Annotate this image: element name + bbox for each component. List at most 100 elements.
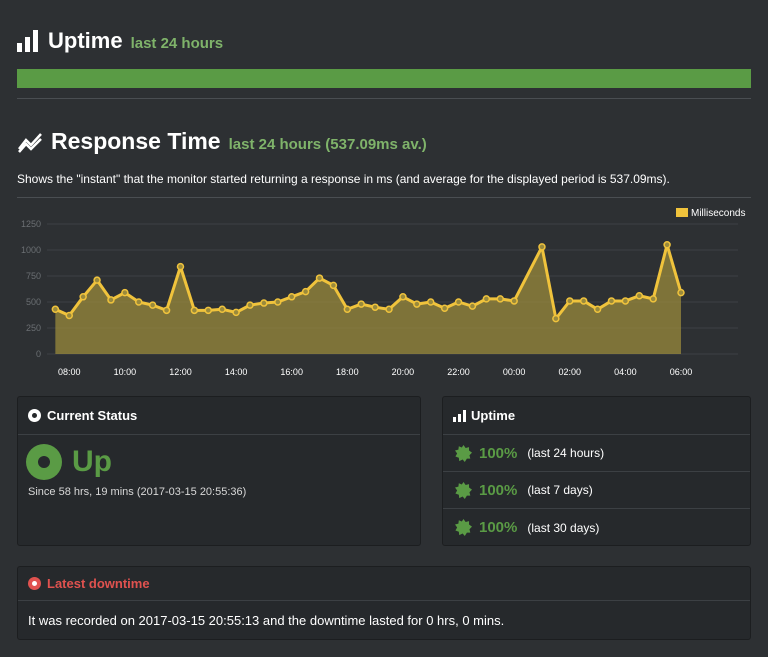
uptime-item: 100% (last 7 days) <box>443 472 750 509</box>
response-time-title: Response Time <box>51 128 221 154</box>
response-time-description: Shows the "instant" that the monitor sta… <box>17 172 670 186</box>
uptime-panel-header: Uptime <box>443 397 750 435</box>
latest-downtime-text: It was recorded on 2017-03-15 20:55:13 a… <box>28 613 505 628</box>
data-point <box>677 288 685 297</box>
data-point <box>552 314 560 323</box>
alert-dot-icon <box>28 577 41 590</box>
status-dot-icon <box>28 409 41 422</box>
x-tick-label: 14:00 <box>225 367 248 377</box>
verified-badge-icon <box>455 444 472 462</box>
data-point <box>246 301 254 309</box>
data-point <box>148 301 157 309</box>
x-tick-label: 20:00 <box>392 367 415 377</box>
uptime-percent: 100% <box>479 519 518 536</box>
data-point <box>204 306 213 315</box>
x-tick-label: 04:00 <box>614 367 637 377</box>
data-point <box>399 293 407 301</box>
data-point <box>260 299 268 307</box>
data-point <box>357 300 365 308</box>
data-point <box>135 298 143 306</box>
response-time-subtitle: last 24 hours (537.09ms av.) <box>228 136 427 153</box>
data-point <box>440 304 449 312</box>
data-point <box>301 287 310 296</box>
data-point <box>482 295 491 303</box>
response-time-chart: 0 250 500 750 1000 1250 08:00 10:00 12:00 14:00 1… <box>21 208 745 377</box>
y-tick-label: 1000 <box>21 245 41 255</box>
data-point <box>468 302 477 310</box>
uptime-header: Uptime last 24 hours <box>17 28 223 54</box>
data-point <box>496 295 505 303</box>
data-point <box>593 305 602 314</box>
data-point <box>607 297 616 305</box>
latest-downtime-panel: Latest downtime It was recorded on 2017-… <box>17 566 751 640</box>
status-since: Since 58 hrs, 19 mins (2017-03-15 20:55:… <box>28 486 247 498</box>
uptime-percent: 100% <box>479 444 518 462</box>
data-point <box>385 305 393 314</box>
uptime-title: Uptime <box>48 28 123 53</box>
y-tick-label: 1250 <box>21 219 41 229</box>
data-point <box>329 281 338 290</box>
uptime-percent: 100% <box>479 481 518 499</box>
data-point <box>121 288 129 297</box>
divider <box>17 197 751 198</box>
uptime-period: (last 30 days) <box>527 520 600 535</box>
latest-downtime-title: Latest downtime <box>47 576 150 591</box>
data-point <box>190 306 199 315</box>
uptime-bar <box>17 69 751 88</box>
y-tick-label: 250 <box>26 323 41 333</box>
data-point <box>162 306 171 315</box>
y-tick-label: 500 <box>26 297 41 307</box>
data-point <box>343 305 352 314</box>
data-point <box>218 305 226 314</box>
data-point <box>579 297 588 305</box>
data-point <box>371 303 379 311</box>
x-tick-label: 10:00 <box>114 367 137 377</box>
uptime-item: 100% (last 24 hours) <box>443 435 750 472</box>
response-time-header: Response Time last 24 hours (537.09ms av… <box>17 128 427 155</box>
verified-badge-icon <box>455 481 472 499</box>
current-status-title: Current Status <box>47 408 138 423</box>
data-point <box>65 311 73 320</box>
x-tick-label: 12:00 <box>169 367 192 377</box>
bar-chart-icon <box>17 30 38 52</box>
data-point <box>274 298 282 306</box>
data-point <box>51 305 60 314</box>
status-state: Up <box>72 445 112 478</box>
line-chart-icon <box>18 132 42 153</box>
verified-badge-icon <box>455 519 472 536</box>
data-point <box>649 295 657 303</box>
x-tick-label: 16:00 <box>280 367 303 377</box>
current-status-panel: Current Status Up Since 58 hrs, 19 mins … <box>17 396 421 546</box>
data-point <box>510 297 518 305</box>
uptime-period: (last 7 days) <box>527 483 593 497</box>
data-point <box>413 300 421 308</box>
uptime-period: (last 24 hours) <box>527 446 605 460</box>
chart-area <box>55 244 681 354</box>
data-point <box>663 241 671 249</box>
uptime-subtitle: last 24 hours <box>130 35 224 52</box>
data-point <box>426 298 435 306</box>
up-dot-icon <box>26 444 62 480</box>
status-indicator: Up <box>26 444 112 480</box>
uptime-panel-title: Uptime <box>471 408 516 423</box>
x-tick-label: 08:00 <box>58 367 81 377</box>
data-point <box>315 274 324 282</box>
data-point <box>79 293 87 301</box>
uptime-item: 100% (last 30 days) <box>443 509 750 546</box>
data-point <box>454 298 463 306</box>
x-tick-label: 02:00 <box>559 367 582 377</box>
data-point <box>93 276 101 284</box>
x-tick-label: 22:00 <box>447 367 470 377</box>
bar-chart-icon <box>453 409 466 422</box>
legend-swatch <box>676 208 688 217</box>
divider <box>17 98 751 99</box>
data-point <box>635 292 644 300</box>
data-point <box>107 296 115 304</box>
x-tick-label: 18:00 <box>336 367 359 377</box>
uptime-panel: Uptime 100% (last 24 hours) 100% (last 7 da… <box>442 396 751 546</box>
x-tick-label: 00:00 <box>503 367 526 377</box>
data-point <box>538 243 546 251</box>
data-point <box>176 262 185 271</box>
latest-downtime-header: Latest downtime <box>18 567 750 601</box>
x-tick-label: 06:00 <box>670 367 693 377</box>
